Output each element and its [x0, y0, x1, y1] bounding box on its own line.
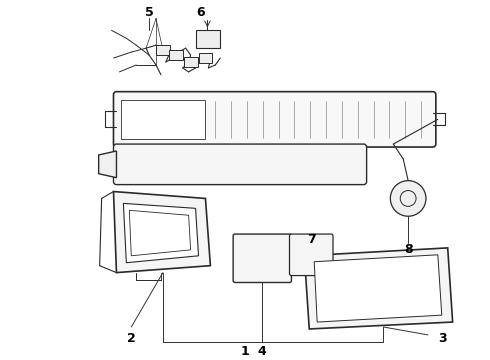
- Circle shape: [391, 181, 426, 216]
- FancyBboxPatch shape: [233, 234, 292, 283]
- Text: GM: GM: [374, 288, 383, 293]
- Bar: [169, 50, 183, 60]
- Text: 2: 2: [127, 332, 136, 345]
- Bar: [198, 53, 212, 63]
- Bar: [184, 57, 197, 67]
- Polygon shape: [304, 248, 453, 329]
- Text: 5: 5: [145, 6, 153, 19]
- Bar: [156, 45, 170, 55]
- Polygon shape: [98, 151, 117, 178]
- FancyBboxPatch shape: [114, 92, 436, 147]
- Bar: [196, 30, 220, 48]
- Polygon shape: [114, 192, 210, 273]
- Text: 4: 4: [257, 345, 266, 358]
- FancyBboxPatch shape: [290, 234, 333, 275]
- Text: 1: 1: [241, 345, 249, 358]
- Text: 3: 3: [439, 332, 447, 345]
- Text: 7: 7: [307, 234, 316, 247]
- Text: 8: 8: [404, 243, 413, 256]
- FancyBboxPatch shape: [114, 144, 367, 185]
- Polygon shape: [123, 203, 198, 263]
- Text: 6: 6: [196, 6, 205, 19]
- Bar: [122, 100, 205, 139]
- Polygon shape: [314, 255, 442, 322]
